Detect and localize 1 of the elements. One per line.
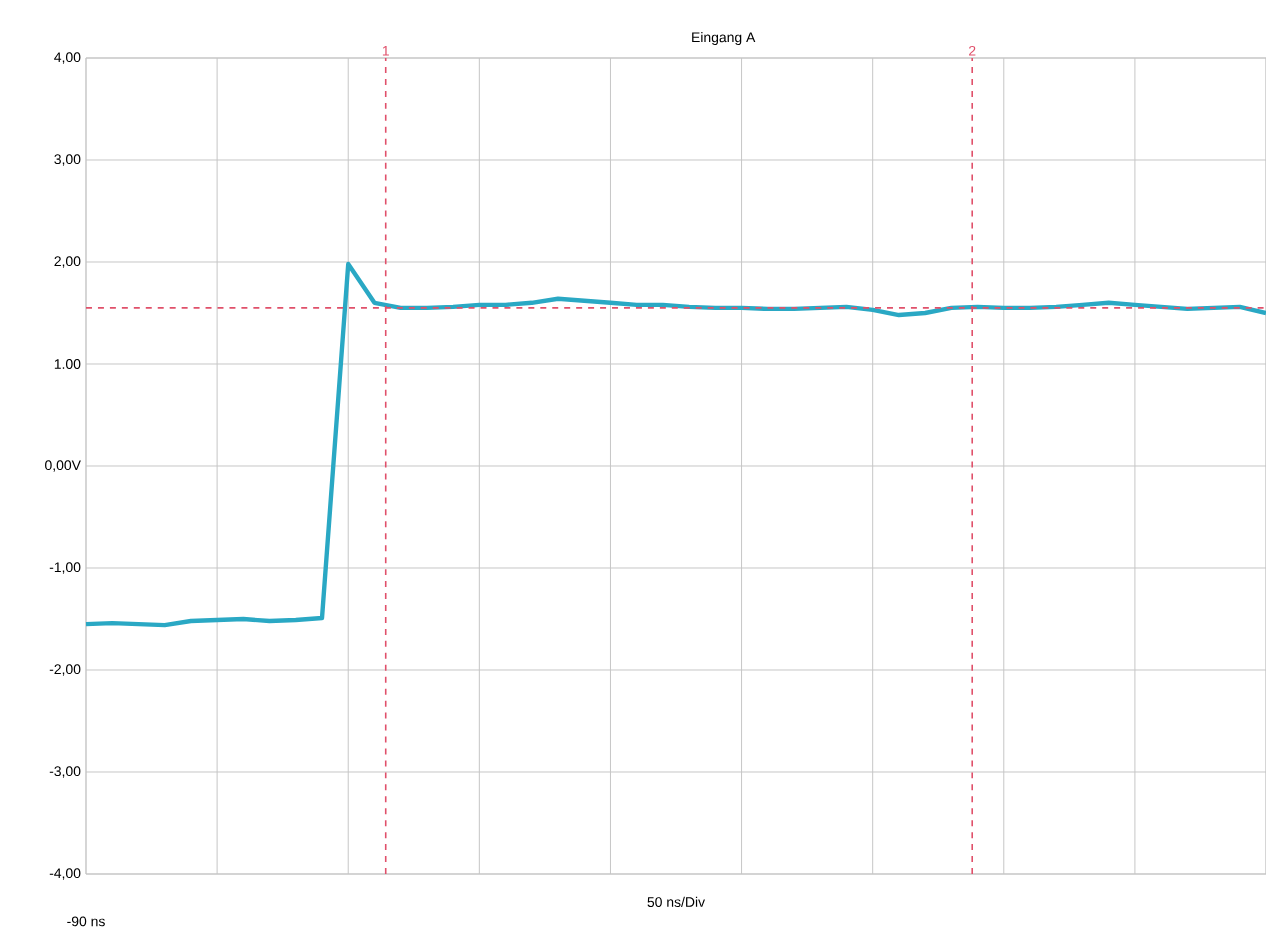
line-series — [83, 261, 1266, 628]
